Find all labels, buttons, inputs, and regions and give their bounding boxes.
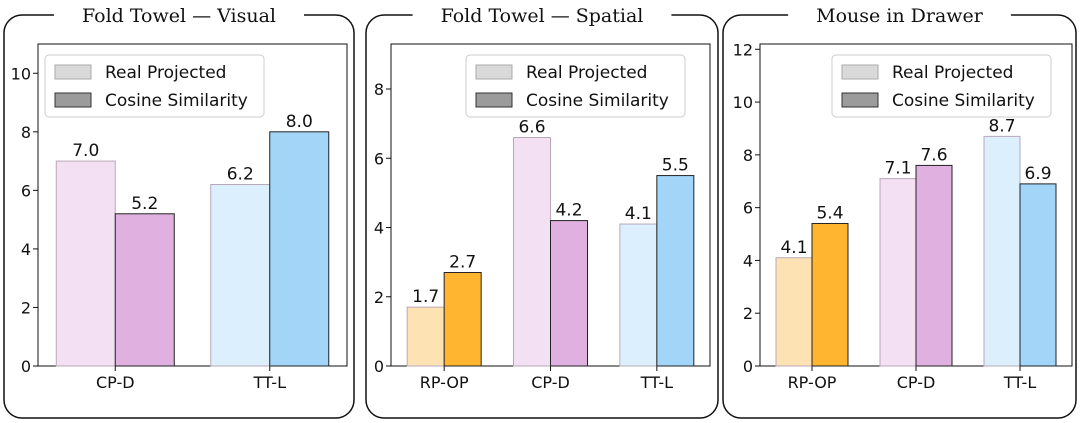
y-tick-label: 8	[374, 80, 384, 99]
data-label: 6.9	[1024, 164, 1051, 184]
bar	[656, 175, 695, 367]
x-tick-label: TT-L	[640, 373, 674, 392]
legend-box	[465, 54, 686, 118]
y-tick-label: 0	[743, 357, 753, 376]
legend-label: Real Projected	[892, 63, 1013, 83]
y-tick-label: 2	[21, 298, 31, 317]
y-tick-label: 6	[374, 149, 384, 168]
x-tick-label: TT-L	[253, 373, 287, 392]
data-label: 6.6	[518, 117, 545, 137]
legend-label: Real Projected	[105, 63, 226, 83]
bar	[513, 136, 551, 367]
x-tick-label: RP-OP	[420, 373, 469, 392]
legend: Real Projected Cosine Similarity	[44, 54, 265, 118]
x-tick-label: CP-D	[96, 373, 135, 392]
legend: Real Projected Cosine Similarity	[465, 54, 686, 118]
legend-swatch	[54, 64, 92, 80]
y-tick-label: 2	[374, 288, 384, 307]
y-tick-label: 0	[374, 357, 384, 376]
title-backing	[788, 11, 1011, 19]
title-backing	[412, 11, 672, 19]
x-tick-label: RP-OP	[788, 373, 837, 392]
bar	[915, 164, 953, 367]
plot-area	[37, 43, 348, 367]
legend-box	[831, 54, 1052, 118]
data-label: 7.0	[72, 141, 99, 161]
title-backing	[53, 11, 305, 19]
legend-swatch	[841, 64, 879, 80]
x-tick-label: TT-L	[1003, 373, 1037, 392]
data-label: 4.1	[625, 204, 652, 224]
bar	[406, 306, 445, 367]
legend-swatch	[841, 92, 879, 108]
y-tick-label: 12	[733, 40, 753, 59]
data-label: 5.5	[662, 156, 689, 176]
y-tick-label: 6	[21, 181, 31, 200]
y-tick-label: 8	[21, 123, 31, 142]
data-label: 5.4	[816, 203, 843, 223]
legend-label: Cosine Similarity	[526, 91, 669, 111]
bar	[619, 223, 658, 367]
legend-swatch	[475, 92, 513, 108]
legend-swatch	[54, 92, 92, 108]
bar	[269, 131, 330, 367]
bar	[114, 213, 175, 367]
y-tick-label: 10	[733, 93, 753, 112]
data-label: 7.1	[884, 159, 911, 179]
data-label: 6.2	[227, 165, 254, 185]
bar	[879, 178, 917, 367]
bar	[55, 160, 116, 367]
data-label: 8.0	[286, 112, 313, 132]
y-tick-label: 4	[743, 251, 753, 270]
x-tick-label: CP-D	[531, 373, 570, 392]
data-label: 4.2	[555, 201, 582, 221]
legend: Real Projected Cosine Similarity	[831, 54, 1052, 118]
bar	[210, 184, 271, 367]
legend-swatch	[475, 64, 513, 80]
chart-title: Fold Towel — Visual	[82, 5, 276, 27]
data-label: 5.2	[131, 194, 158, 214]
bar	[811, 222, 849, 367]
data-label: 4.1	[780, 238, 807, 258]
chart-title: Mouse in Drawer	[816, 5, 984, 27]
y-tick-label: 8	[743, 146, 753, 165]
y-tick-label: 6	[743, 199, 753, 218]
bar	[775, 257, 813, 367]
y-tick-label: 2	[743, 304, 753, 323]
data-label: 2.7	[449, 253, 476, 273]
data-label: 1.7	[412, 287, 439, 307]
chart-panel-2: Fold Towel — Spatial 0 2 4 6 8 RP-OP 1.7 2.7 CP-D…	[365, 5, 719, 419]
data-label: 7.6	[920, 145, 947, 165]
legend-label: Cosine Similarity	[105, 91, 248, 111]
bar	[550, 220, 588, 367]
x-tick-label: CP-D	[897, 373, 936, 392]
bar	[983, 135, 1021, 367]
chart-title: Fold Towel — Spatial	[441, 5, 644, 27]
legend-label: Real Projected	[526, 63, 647, 83]
data-label: 8.7	[988, 116, 1015, 136]
chart-panel-3: Mouse in Drawer 0 2 4 6 8 10 12 RP-OP 4.1 5.4 CP-D 7…	[722, 5, 1077, 419]
y-tick-label: 4	[21, 240, 31, 259]
bar	[443, 272, 482, 367]
legend-box	[44, 54, 265, 118]
y-tick-label: 10	[11, 64, 31, 83]
chart-panel-1: Fold Towel — Visual 0 2 4 6 8 10 CP-D 7.0 5.2 TT-L…	[3, 5, 355, 419]
y-tick-label: 4	[374, 219, 384, 238]
y-tick-label: 0	[21, 357, 31, 376]
bar	[1019, 183, 1057, 367]
legend-label: Cosine Similarity	[892, 91, 1035, 111]
